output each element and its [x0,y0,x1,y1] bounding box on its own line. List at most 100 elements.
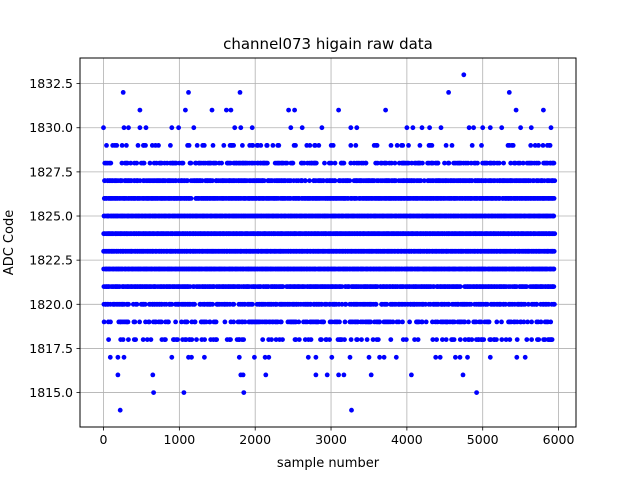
data-point [442,160,447,166]
data-point [137,107,143,113]
data-point [466,125,472,131]
data-point [487,354,493,360]
data-point [224,107,229,113]
data-point [278,319,284,325]
axis-ticks: 0 1000 2000 3000 4000 5000 6000 1815.0 1817.5 182… [29,76,574,447]
data-point [396,319,402,325]
data-point [435,160,441,166]
data-point [503,301,508,307]
data-point [203,319,209,325]
data-point [347,178,353,184]
data-point [534,301,540,307]
data-point [496,160,502,166]
data-point [330,143,336,148]
data-point [510,143,516,148]
data-point [435,319,440,325]
data-point [475,160,480,166]
data-point [443,143,449,148]
data-point [400,319,405,325]
data-point [124,143,129,148]
data-point [318,337,324,342]
data-point [529,337,534,342]
data-point [466,319,471,325]
data-point [453,354,458,360]
y-tick-label: 1815.0 [29,385,73,400]
data-point [238,125,244,131]
data-point [192,319,198,325]
data-point [250,143,256,148]
data-point [446,160,452,166]
data-point [501,160,506,166]
data-point [148,337,154,342]
data-point [366,354,372,360]
data-point [150,372,156,378]
data-point [419,125,425,131]
data-point [341,160,347,166]
data-point [169,125,175,131]
data-point [412,337,417,342]
data-point [517,160,523,166]
data-point [429,143,435,148]
x-tick-label: 2000 [239,432,271,447]
data-point [452,319,457,325]
data-point [343,301,349,307]
y-tick-label: 1817.5 [29,341,73,356]
x-tick-label: 4000 [391,432,423,447]
data-point [183,337,189,342]
data-point [499,319,504,325]
y-tick-label: 1827.5 [29,164,73,179]
data-point [308,337,314,342]
data-point [175,337,181,342]
chart-title: channel073 higain raw data [223,35,433,53]
data-point [536,143,541,148]
data-point [241,390,247,395]
data-point [125,160,130,166]
plot-background [80,58,576,427]
data-point [101,319,107,325]
data-point [125,337,131,342]
data-point [451,337,457,342]
data-point [240,143,245,148]
data-point [415,337,421,342]
data-point [327,337,332,342]
data-point [132,319,138,325]
data-point [457,354,463,360]
data-point [293,337,299,342]
data-point [135,143,141,148]
data-point [179,319,184,325]
data-point [209,107,215,113]
data-point [494,337,499,342]
data-point [341,372,347,378]
data-point [430,337,436,342]
data-point [384,301,390,307]
data-point [261,178,267,184]
data-point [394,143,400,148]
data-point [260,337,266,342]
y-axis-label: ADC Code [2,210,17,275]
data-point [183,107,188,113]
data-point [126,125,131,131]
data-point [126,301,131,307]
data-point [316,143,322,148]
data-point [514,337,520,342]
data-point [184,319,190,325]
data-point [266,354,272,360]
data-point [144,337,150,342]
data-point [213,319,219,325]
data-point [169,301,175,307]
data-point [242,319,248,325]
data-point [140,337,146,342]
data-point [284,160,290,166]
y-tick-label: 1820.0 [29,297,73,312]
data-point [548,125,554,131]
data-point [173,319,179,325]
data-point [522,301,528,307]
data-point [106,337,111,342]
data-point [191,125,197,131]
data-point [418,178,424,184]
data-point [469,143,475,148]
data-point [228,107,234,113]
data-point [457,284,463,289]
data-point [219,160,225,166]
data-point [168,143,173,148]
